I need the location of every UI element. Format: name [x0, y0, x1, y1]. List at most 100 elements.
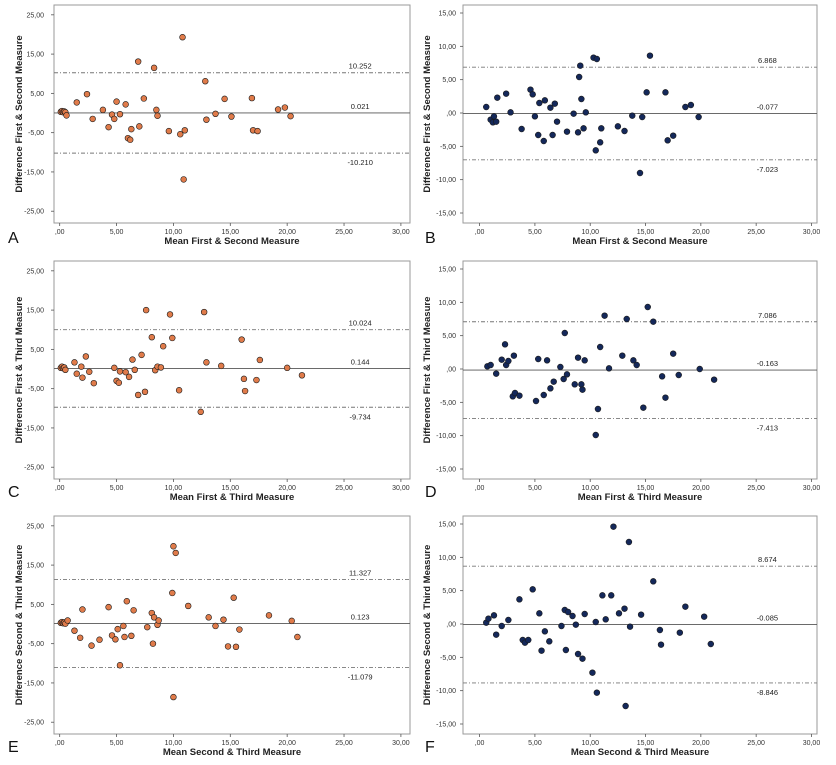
data-point — [656, 626, 664, 634]
data-point — [71, 359, 78, 366]
reference-line-label: 10.252 — [349, 62, 372, 71]
data-point — [577, 62, 584, 69]
data-point — [675, 371, 682, 379]
data-point — [572, 621, 580, 628]
x-tick-label: 5,00 — [528, 229, 542, 236]
y-axis-title: Difference First & Second Measure — [14, 35, 25, 192]
x-tick-label: 20,00 — [692, 740, 710, 747]
data-point — [165, 127, 173, 135]
data-point — [230, 594, 237, 601]
reference-line-label: -7.413 — [757, 423, 778, 432]
data-point — [129, 356, 136, 363]
data-point — [136, 123, 143, 130]
data-point — [114, 625, 121, 633]
data-point — [112, 636, 119, 643]
reference-line-label: -11.079 — [348, 673, 373, 682]
reference-line-label: 0.144 — [351, 357, 370, 366]
data-point — [494, 94, 501, 101]
plot-frame — [53, 260, 411, 480]
data-point — [240, 375, 248, 383]
data-point — [287, 112, 294, 120]
data-point — [622, 702, 629, 710]
data-point — [601, 312, 608, 319]
y-tick-label: 5,00 — [442, 333, 456, 340]
x-tick-label: 10,00 — [581, 740, 599, 747]
data-point — [610, 523, 617, 530]
y-tick-label: 15,00 — [26, 563, 44, 570]
panel-letter: D — [425, 484, 437, 501]
y-axis-title: Difference Second & Third Measure — [422, 545, 433, 705]
data-point — [236, 626, 243, 633]
data-point — [134, 58, 142, 65]
x-tick-label: 5,00 — [110, 485, 124, 492]
data-point — [558, 622, 565, 630]
data-point — [646, 52, 654, 59]
y-tick-label: -25,00 — [24, 720, 44, 727]
x-tick-label: 30,00 — [392, 229, 410, 236]
data-point — [113, 98, 120, 105]
data-point — [221, 95, 228, 103]
data-point — [169, 589, 176, 597]
y-tick-label: -15,00 — [24, 425, 44, 432]
data-point — [241, 387, 249, 395]
data-point — [541, 628, 549, 635]
data-point — [79, 606, 86, 613]
data-point — [283, 364, 291, 372]
y-tick-label: 5,00 — [442, 588, 456, 595]
x-tick-label: 5,00 — [110, 229, 124, 236]
data-point — [492, 118, 500, 125]
data-point — [605, 365, 613, 372]
data-point — [254, 127, 261, 135]
panel-letter: F — [425, 739, 435, 756]
reference-line-label: -7.023 — [757, 165, 778, 174]
data-point — [563, 371, 571, 378]
data-point — [676, 629, 684, 636]
reference-line-label: 6.868 — [758, 56, 777, 65]
data-point — [510, 352, 518, 359]
data-point — [487, 361, 494, 369]
data-point — [150, 64, 158, 72]
data-point — [516, 596, 523, 603]
y-tick-label: ,00 — [446, 111, 456, 118]
data-point — [200, 308, 208, 316]
data-point — [531, 113, 539, 120]
x-tick-label: 15,00 — [637, 485, 655, 492]
data-point — [224, 643, 232, 650]
data-point — [581, 357, 588, 364]
data-point — [82, 353, 90, 360]
x-axis-title: Mean Second & Third Measure — [163, 747, 301, 758]
data-point — [560, 375, 567, 383]
data-point — [579, 655, 586, 662]
x-tick-label: ,00 — [55, 740, 65, 747]
data-point — [169, 334, 176, 342]
data-point — [581, 610, 588, 618]
data-point — [695, 113, 702, 121]
data-point — [115, 379, 123, 386]
y-tick-label: -5,00 — [28, 130, 44, 137]
data-point — [181, 127, 188, 134]
x-tick-label: 15,00 — [637, 740, 655, 747]
data-point — [83, 90, 91, 98]
data-point — [574, 354, 582, 361]
data-point — [547, 385, 554, 392]
data-point — [122, 101, 129, 108]
reference-line-label: -9.734 — [350, 412, 371, 421]
x-tick-label: 10,00 — [581, 229, 599, 236]
data-point — [629, 112, 636, 119]
plot-frame — [462, 4, 818, 224]
data-point — [687, 101, 695, 109]
y-tick-label: -10,00 — [436, 177, 456, 184]
data-point — [170, 543, 177, 550]
y-tick-label: 5,00 — [30, 91, 44, 98]
x-tick-label: 25,00 — [335, 485, 353, 492]
data-point — [710, 376, 718, 383]
x-tick-label: ,00 — [475, 740, 485, 747]
y-tick-label: -15,00 — [24, 169, 44, 176]
x-tick-label: 10,00 — [165, 229, 183, 236]
data-point — [89, 115, 96, 123]
data-point — [131, 366, 138, 374]
x-tick-label: 15,00 — [222, 485, 240, 492]
reference-line-label: -0.077 — [757, 103, 778, 112]
data-point — [175, 387, 183, 394]
data-point — [582, 109, 589, 116]
